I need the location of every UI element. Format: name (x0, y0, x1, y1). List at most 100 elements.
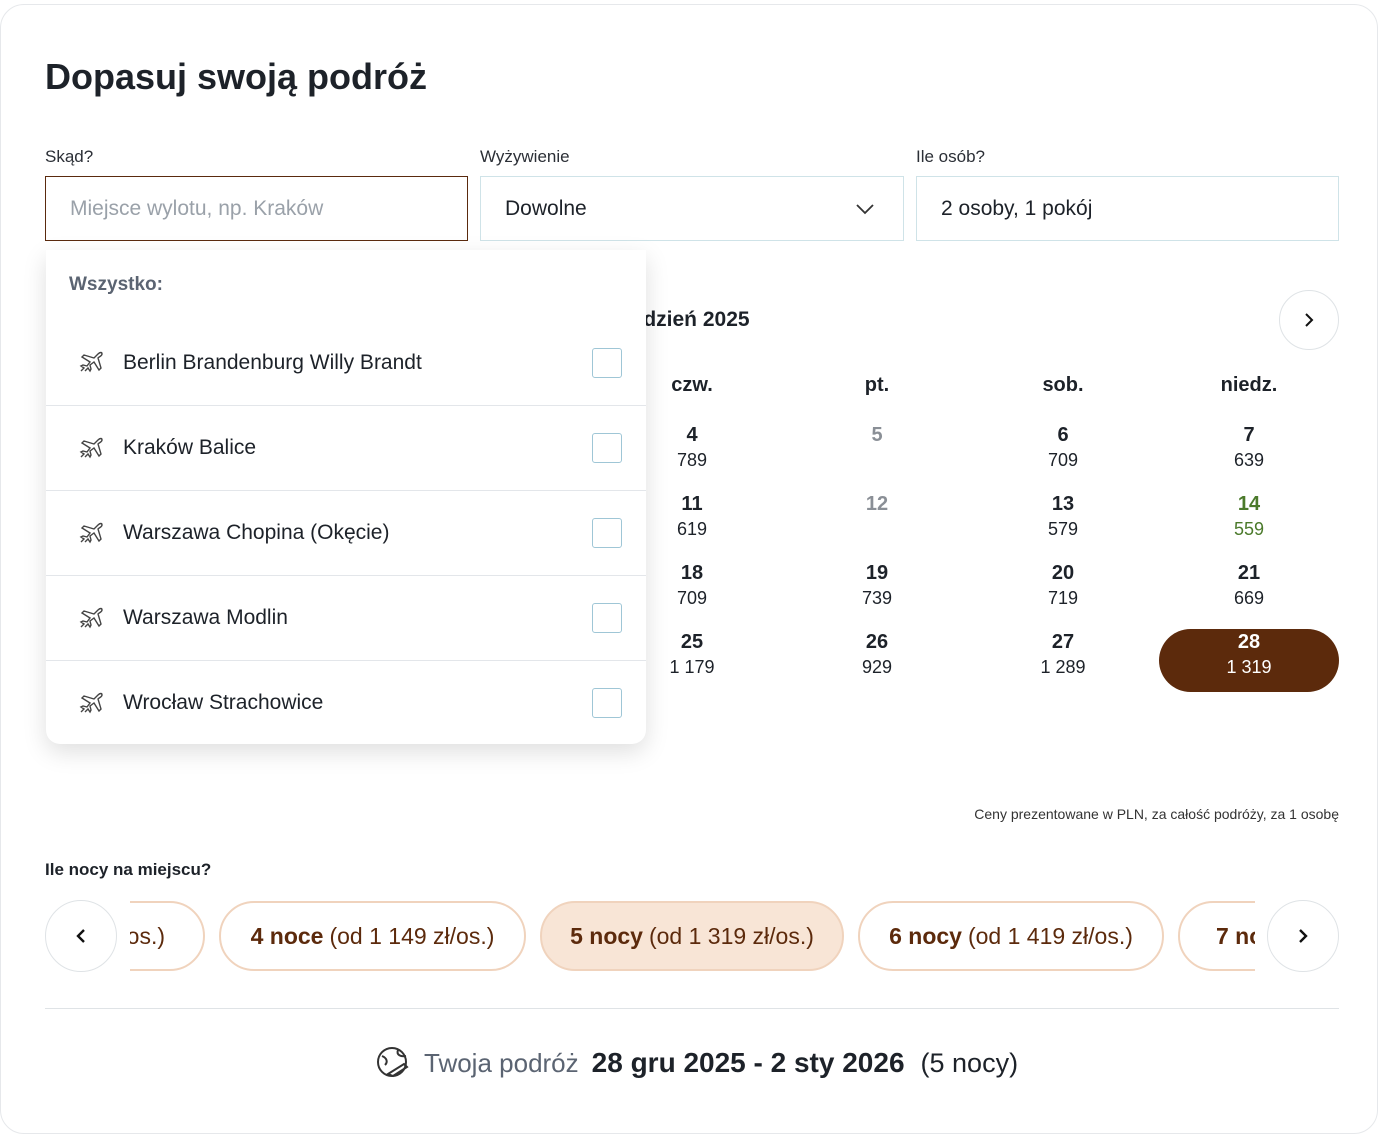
nights-chip[interactable]: 5 nocy (od 1 319 zł/os.) (540, 901, 844, 971)
day-price: 579 (1047, 519, 1079, 539)
airport-name: Kraków Balice (123, 436, 257, 459)
day-number: 12 (865, 493, 889, 515)
checkbox[interactable] (592, 603, 622, 633)
day-number: 13 (1051, 493, 1075, 515)
plane-icon (77, 349, 105, 377)
day-cell[interactable]: 20 719 (973, 560, 1153, 623)
day-cell[interactable]: 25 1 179 (602, 629, 782, 692)
weekday: czw. (671, 374, 713, 396)
board-select[interactable]: Dowolne (480, 176, 904, 241)
checkbox[interactable] (592, 518, 622, 548)
chip-price: (od 1 319 zł/os.) (648, 922, 814, 949)
day-cell[interactable]: 5 (787, 422, 967, 485)
nights-scroller: os.) 4 noce (od 1 149 zł/os.) 5 nocy (od 1 3… (130, 890, 1255, 980)
day-number: 4 (686, 424, 698, 446)
field-label: Skąd? (45, 147, 94, 166)
day-price: 929 (861, 657, 893, 677)
day-price: 709 (676, 588, 708, 608)
select-value: Dowolne (505, 196, 587, 220)
day-price: 789 (676, 450, 708, 470)
day-price: 1 289 (1040, 657, 1086, 677)
day-price: 1 319 (1226, 657, 1272, 677)
nights-heading: Ile nocy na miejscu? (45, 860, 212, 879)
divider (45, 1008, 1339, 1009)
plane-icon (77, 435, 105, 463)
arrow (1305, 313, 1314, 327)
day-price: 709 (1047, 450, 1079, 470)
day-cell[interactable]: 13 579 (973, 491, 1153, 554)
day-number: 5 (871, 424, 883, 446)
guests-input[interactable]: 2 osoby, 1 pokój (916, 176, 1339, 241)
airport-option[interactable]: Warszawa Chopina (Okęcie) (46, 490, 646, 575)
airport-name: Berlin Brandenburg Willy Brandt (123, 350, 422, 374)
day-number: 21 (1237, 562, 1261, 584)
checkbox[interactable] (592, 347, 622, 378)
dropdown: Wszystko: Berlin Brandenburg Willy Brand… (46, 250, 646, 744)
airport-option[interactable]: Berlin Brandenburg Willy Brandt (46, 320, 646, 405)
day-number: 26 (865, 631, 889, 653)
day-price: 739 (861, 588, 893, 608)
airport-name: Wrocław Strachowice (123, 691, 324, 714)
prev-nights[interactable] (45, 900, 117, 972)
airport-option[interactable]: Warszawa Modlin (46, 575, 646, 660)
chevron (856, 204, 874, 215)
departure-input[interactable]: Miejsce wylotu, np. Kraków (45, 176, 468, 241)
day-cell[interactable]: 4 789 (602, 422, 782, 485)
day-number: 18 (680, 562, 704, 584)
day-cell[interactable]: 19 739 (787, 560, 967, 623)
chip-label: 7 nocy (1216, 922, 1255, 949)
day-number: 25 (680, 631, 704, 653)
day-number: 7 (1243, 424, 1255, 446)
title: Dopasuj swoją podróż (45, 56, 428, 97)
day-number: 28 (1237, 631, 1261, 653)
globe-icon (377, 1047, 409, 1078)
checkbox[interactable] (592, 433, 622, 463)
day-cell[interactable]: 21 669 (1159, 560, 1339, 623)
arrow (1299, 929, 1308, 943)
weekday: sob. (1042, 374, 1084, 396)
field-label: Wyżywienie (480, 147, 570, 166)
day-number: 20 (1051, 562, 1075, 584)
arrow (76, 929, 85, 943)
next-month[interactable] (1279, 290, 1339, 350)
nights-chip[interactable]: 4 noce (od 1 149 zł/os.) (219, 901, 526, 971)
day-price: 559 (1233, 519, 1265, 539)
chip-label: 4 noce (250, 922, 324, 949)
day-price: 619 (676, 519, 708, 539)
dropdown-heading: Wszystko: (69, 274, 163, 295)
day-price: 639 (1233, 450, 1265, 470)
day-cell[interactable]: 26 929 (787, 629, 967, 692)
airport-option[interactable]: Wrocław Strachowice (46, 660, 646, 745)
plane-icon (77, 520, 105, 548)
airport-name: Warszawa Modlin (123, 606, 288, 629)
day-cell[interactable]: 28 1 319 (1159, 629, 1339, 692)
day-cell[interactable]: 27 1 289 (973, 629, 1153, 692)
summary-nights: (5 nocy) (920, 1047, 1019, 1078)
checkbox[interactable] (592, 688, 622, 718)
day-cell[interactable]: 18 709 (602, 560, 782, 623)
day-price: 719 (1047, 588, 1079, 608)
day-cell[interactable]: 7 639 (1159, 422, 1339, 485)
day-cell[interactable]: 14 559 (1159, 491, 1339, 554)
day-number: 19 (865, 562, 889, 584)
nights-chip[interactable]: 6 nocy (od 1 419 zł/os.) (858, 901, 1164, 971)
nights-chip[interactable]: os.) (130, 901, 205, 971)
airport-name: Warszawa Chopina (Okęcie) (123, 521, 390, 544)
day-cell[interactable]: 6 709 (973, 422, 1153, 485)
nights-chip[interactable]: 7 nocy (1178, 901, 1255, 971)
airport-option[interactable]: Kraków Balice (46, 405, 646, 490)
plane-icon (77, 690, 105, 718)
day-number: 6 (1057, 424, 1069, 446)
day-cell[interactable]: 12 (787, 491, 967, 554)
price-note: Ceny prezentowane w PLN, za całość podró… (974, 806, 1339, 822)
day-price: 1 179 (669, 657, 715, 677)
plane-icon (77, 605, 105, 633)
next-nights[interactable] (1267, 900, 1339, 972)
field-label: Ile osób? (916, 147, 985, 166)
day-price: 669 (1233, 588, 1265, 608)
day-number: 27 (1051, 631, 1075, 653)
summary-label: Twoja podróż (424, 1047, 579, 1078)
day-cell[interactable]: 11 619 (602, 491, 782, 554)
summary-dates: 28 gru 2025 - 2 sty 2026 (591, 1047, 905, 1078)
